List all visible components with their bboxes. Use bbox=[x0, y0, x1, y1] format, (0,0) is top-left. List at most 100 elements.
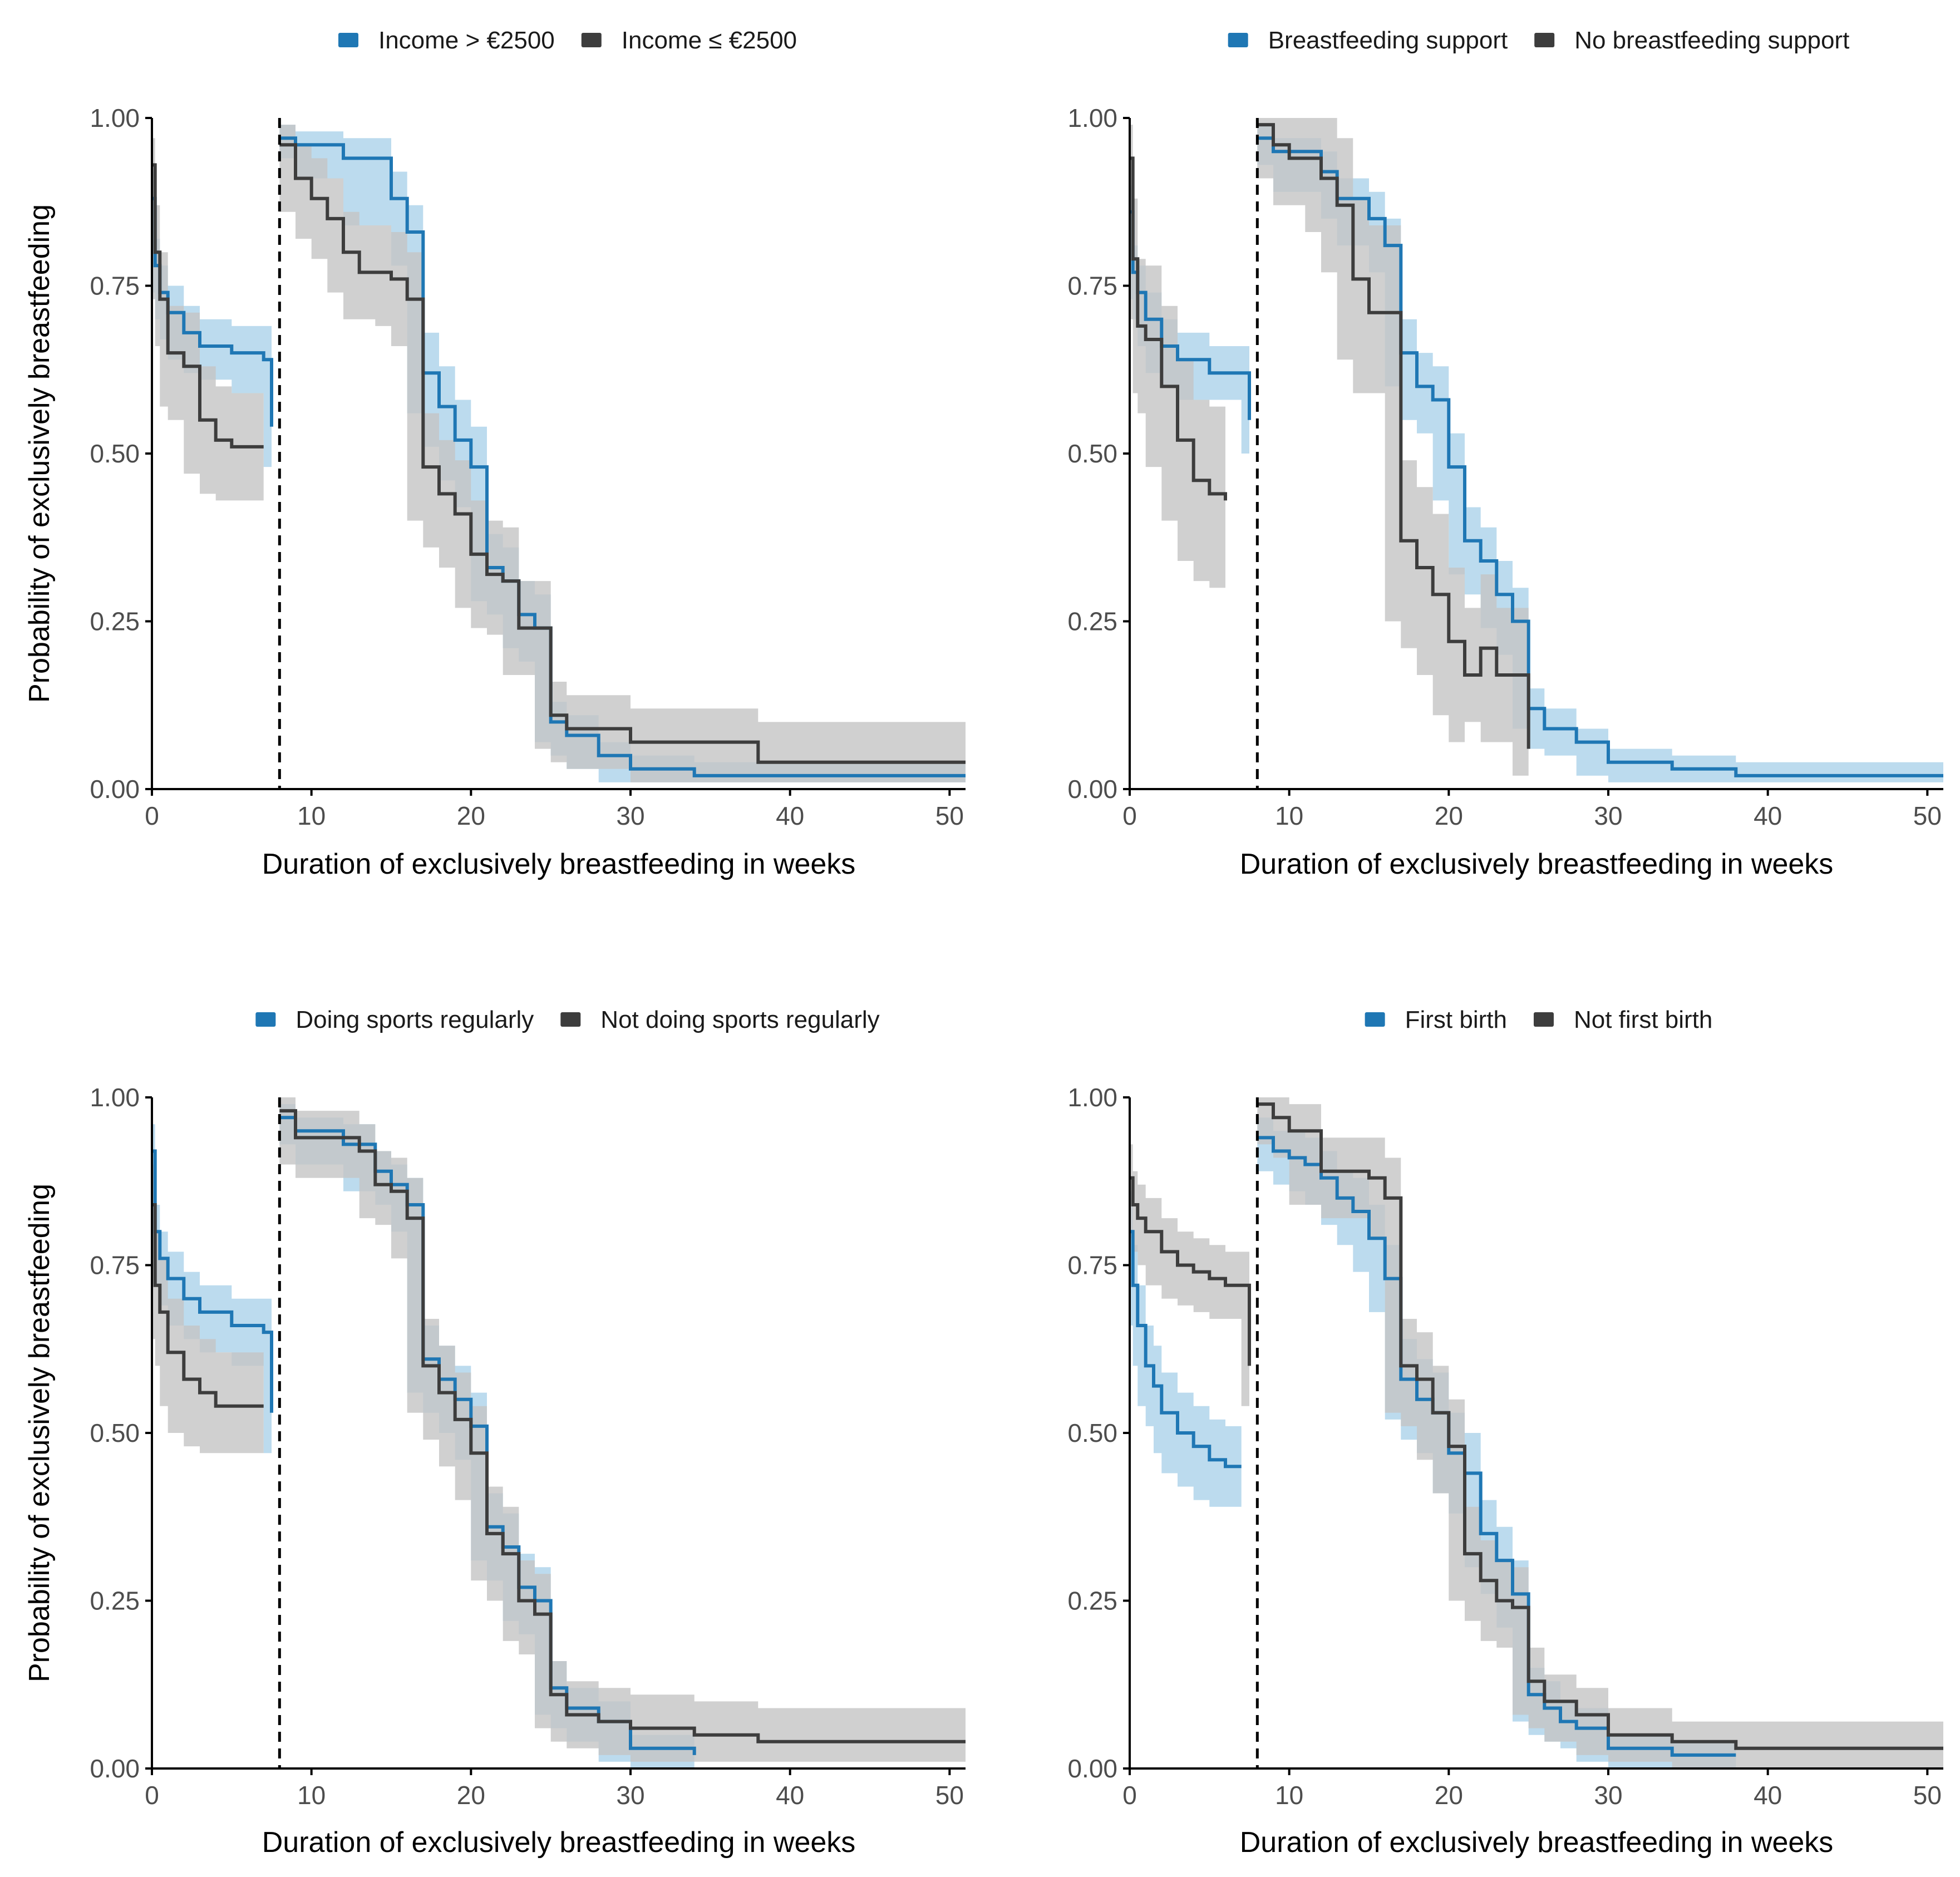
y-tick-label: 1.00 bbox=[90, 1083, 140, 1112]
x-tick-label: 40 bbox=[776, 1781, 804, 1810]
x-tick-label: 20 bbox=[1435, 801, 1463, 830]
y-tick-label: 0.75 bbox=[90, 272, 140, 300]
y-tick-label: 0.75 bbox=[1067, 1251, 1117, 1280]
x-tick-label: 50 bbox=[935, 801, 964, 830]
lines bbox=[152, 136, 966, 777]
y-tick-label: 0.75 bbox=[90, 1251, 140, 1280]
x-tick-label: 0 bbox=[145, 1781, 159, 1810]
ci-band-gray-0 bbox=[152, 1164, 264, 1454]
y-tick-label: 0.50 bbox=[90, 1418, 140, 1447]
legend-key-gray bbox=[560, 1012, 581, 1027]
survival-line-blue-1 bbox=[279, 1116, 696, 1755]
x-tick-label: 0 bbox=[1122, 801, 1137, 830]
survival-line-blue-1 bbox=[1257, 1136, 1736, 1757]
survival-line-gray-0 bbox=[1130, 1176, 1251, 1366]
legend-key-blue bbox=[255, 1012, 276, 1027]
y-tick-label: 1.00 bbox=[1067, 1083, 1117, 1112]
x-axis-title: Duration of exclusively breastfeeding in… bbox=[1240, 1826, 1834, 1859]
ci-band-blue-0 bbox=[152, 1124, 272, 1454]
x-axis-title: Duration of exclusively breastfeeding in… bbox=[262, 1826, 856, 1859]
bands bbox=[1130, 118, 1943, 782]
legend-label-income-low: Income ≤ €2500 bbox=[622, 27, 797, 54]
y-tick-label: 0.25 bbox=[90, 1587, 140, 1615]
legend: First birth Not first birth bbox=[1365, 1006, 1712, 1033]
x-tick-label: 10 bbox=[1275, 1781, 1303, 1810]
x-tick-label: 0 bbox=[1122, 1781, 1137, 1810]
y-tick-label: 0.00 bbox=[90, 1754, 140, 1783]
y-tick-label: 0.25 bbox=[1067, 607, 1117, 636]
lines bbox=[1130, 123, 1943, 777]
survival-line-gray-0 bbox=[152, 1203, 264, 1408]
survival-line-gray-1 bbox=[279, 1109, 966, 1743]
x-tick-label: 0 bbox=[145, 801, 159, 830]
legend-key-gray bbox=[1533, 1012, 1554, 1027]
y-tick-label: 0.00 bbox=[90, 775, 140, 804]
x-tick-label: 30 bbox=[1594, 801, 1622, 830]
x-tick-label: 50 bbox=[1913, 1781, 1942, 1810]
x-tick-label: 20 bbox=[1435, 1781, 1463, 1810]
legend: Breastfeeding support No breastfeeding s… bbox=[1228, 27, 1849, 54]
survival-line-blue-0 bbox=[1130, 1230, 1242, 1469]
bands bbox=[152, 1097, 966, 1768]
x-tick-label: 30 bbox=[1594, 1781, 1622, 1810]
panel-first-birth: 0.00 0.25 0.50 0.75 1.00 0 10 20 30 40 50 First bi… bbox=[1067, 1006, 1943, 1859]
panel-income: 0.00 0.25 0.50 0.75 1.00 0 10 20 30 40 50 Income >… bbox=[23, 27, 966, 880]
plot-area: 0.00 0.25 0.50 0.75 1.00 0 10 20 30 40 50 bbox=[90, 104, 966, 830]
y-tick-label: 0.75 bbox=[1067, 272, 1117, 300]
ci-band-blue-0 bbox=[1130, 185, 1249, 454]
y-tick-label: 1.00 bbox=[1067, 104, 1117, 132]
lines bbox=[1130, 1102, 1943, 1757]
survival-line-gray-1 bbox=[279, 143, 966, 764]
x-tick-label: 40 bbox=[1754, 801, 1782, 830]
ci-band-blue-0 bbox=[1130, 1191, 1242, 1507]
survival-line-blue-0 bbox=[152, 1149, 273, 1413]
y-tick-label: 0.50 bbox=[90, 439, 140, 468]
legend-label-sports: Doing sports regularly bbox=[296, 1006, 534, 1033]
ci-band-blue-1 bbox=[279, 125, 966, 782]
legend: Income > €2500 Income ≤ €2500 bbox=[338, 27, 797, 54]
ci-band-blue-0 bbox=[152, 171, 272, 467]
panel-breastfeeding-support: 0.00 0.25 0.50 0.75 1.00 0 10 20 30 40 50 Breastfe… bbox=[1067, 27, 1943, 880]
legend-key-gray bbox=[581, 33, 602, 47]
x-tick-label: 30 bbox=[616, 801, 644, 830]
plot-area: 0.00 0.25 0.50 0.75 1.00 0 10 20 30 40 50 bbox=[1067, 1083, 1943, 1810]
legend-label-first-birth: First birth bbox=[1405, 1006, 1507, 1033]
legend-key-gray bbox=[1534, 33, 1555, 47]
ci-band-gray-1 bbox=[1257, 1097, 1943, 1768]
x-tick-label: 10 bbox=[297, 1781, 326, 1810]
x-tick-label: 50 bbox=[1913, 801, 1942, 830]
legend-key-blue bbox=[1228, 33, 1248, 47]
x-tick-label: 20 bbox=[457, 1781, 485, 1810]
survival-line-gray-0 bbox=[1130, 156, 1227, 501]
x-tick-label: 30 bbox=[616, 1781, 644, 1810]
legend-label-not-first-birth: Not first birth bbox=[1574, 1006, 1712, 1033]
x-tick-label: 40 bbox=[1754, 1781, 1782, 1810]
y-axis-title: Probability of exclusively breastfeeding bbox=[23, 1184, 56, 1682]
y-tick-label: 0.25 bbox=[1067, 1587, 1117, 1615]
ci-band-gray-0 bbox=[152, 138, 264, 501]
legend: Doing sports regularly Not doing sports … bbox=[255, 1006, 880, 1033]
ci-band-gray-1 bbox=[279, 1097, 966, 1762]
ci-band-gray-0 bbox=[1130, 1144, 1249, 1406]
y-tick-label: 0.00 bbox=[1067, 1754, 1117, 1783]
legend-label-income-high: Income > €2500 bbox=[378, 27, 555, 54]
legend-label-no-support: No breastfeeding support bbox=[1574, 27, 1849, 54]
ci-band-blue-1 bbox=[1257, 1117, 1736, 1768]
y-tick-label: 0.25 bbox=[90, 607, 140, 636]
legend-key-blue bbox=[1365, 1012, 1385, 1027]
x-axis-title: Duration of exclusively breastfeeding in… bbox=[262, 848, 856, 880]
legend-label-no-sports: Not doing sports regularly bbox=[600, 1006, 879, 1033]
y-tick-label: 0.50 bbox=[1067, 1418, 1117, 1447]
y-axis-title: Probability of exclusively breastfeeding bbox=[23, 204, 56, 703]
x-tick-label: 20 bbox=[457, 801, 485, 830]
x-tick-label: 10 bbox=[297, 801, 326, 830]
legend-key-blue bbox=[338, 33, 358, 47]
legend-label-support: Breastfeeding support bbox=[1268, 27, 1508, 54]
bands bbox=[1130, 1097, 1943, 1768]
plot-area: 0.00 0.25 0.50 0.75 1.00 0 10 20 30 40 50 bbox=[90, 1083, 966, 1810]
plot-area: 0.00 0.25 0.50 0.75 1.00 0 10 20 30 40 50 bbox=[1067, 104, 1943, 830]
y-tick-label: 0.50 bbox=[1067, 439, 1117, 468]
x-tick-label: 50 bbox=[935, 1781, 964, 1810]
x-tick-label: 40 bbox=[776, 801, 804, 830]
